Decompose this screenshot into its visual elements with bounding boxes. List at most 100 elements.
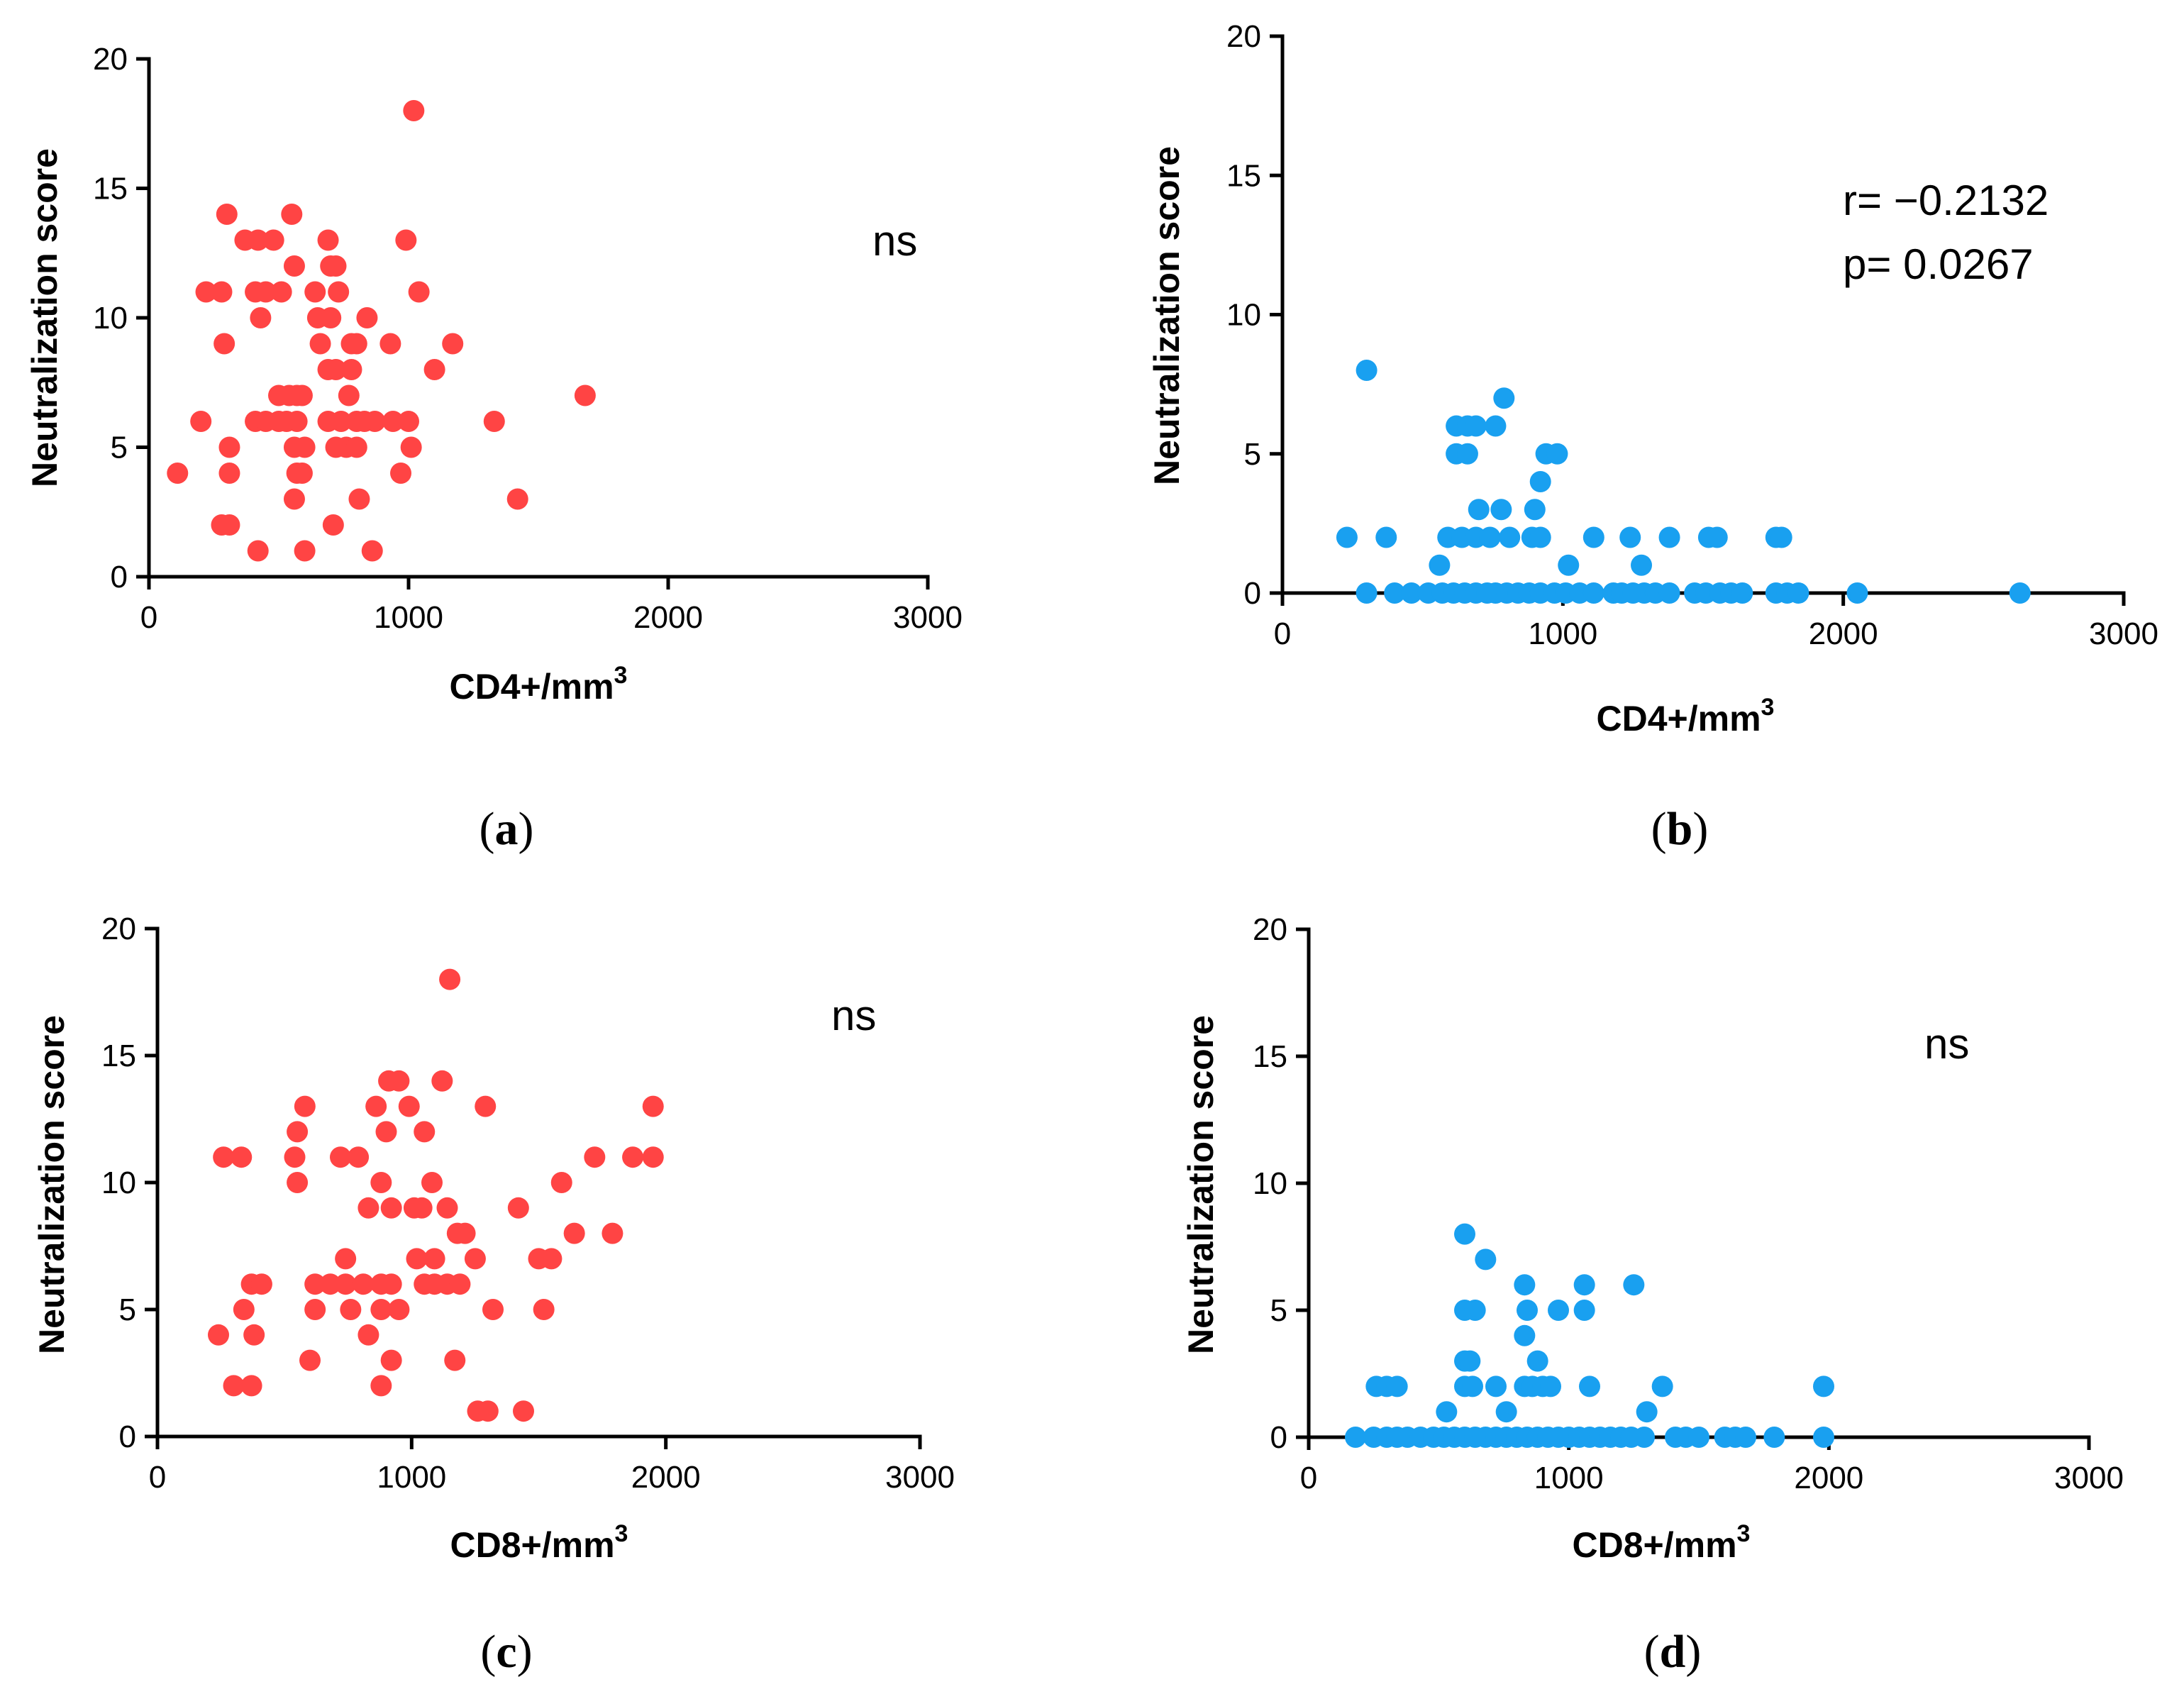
chart-d-annotation: ns xyxy=(1924,1020,1969,1068)
chart-d-point xyxy=(1573,1300,1595,1321)
chart-b-point xyxy=(1468,499,1490,521)
chart-c-point xyxy=(414,1121,436,1143)
chart-a-point xyxy=(325,359,347,380)
chart-c-point xyxy=(642,1095,664,1117)
chart-c-point xyxy=(380,1273,402,1295)
chart-c-point xyxy=(439,968,461,990)
chart-a-point xyxy=(400,436,422,458)
chart-a-point xyxy=(294,436,316,458)
chart-c-point xyxy=(642,1146,664,1168)
chart-a-point xyxy=(317,229,339,251)
chart-a-point xyxy=(361,540,383,562)
chart-b-point xyxy=(1479,526,1501,548)
chart-d-point xyxy=(1763,1427,1785,1448)
chart-c-point xyxy=(348,1146,370,1168)
chart-c-panel-label: (c) xyxy=(480,1626,532,1678)
chart-c-point xyxy=(421,1172,443,1193)
chart-a-point xyxy=(398,411,419,432)
chart-a-point xyxy=(309,333,331,355)
chart-d-point xyxy=(1688,1427,1709,1448)
chart-c-point xyxy=(335,1248,357,1270)
chart-b-point xyxy=(1787,582,1809,604)
chart-d-xtick-label: 2000 xyxy=(1794,1461,1863,1495)
chart-b-point xyxy=(1429,554,1451,576)
chart-c-point xyxy=(353,1273,375,1295)
chart-a-point xyxy=(330,411,352,432)
chart-c-point xyxy=(231,1146,253,1168)
chart-c-point xyxy=(444,1349,466,1371)
chart-c-point xyxy=(513,1400,534,1422)
chart-d-point xyxy=(1514,1274,1536,1296)
chart-a-annotation: ns xyxy=(872,217,917,265)
chart-a: 0 1000 2000 3000 0 5 10 15 20 Neutralization sco… xyxy=(25,42,963,855)
chart-d-point xyxy=(1464,1300,1486,1321)
chart-a-point xyxy=(283,488,305,510)
chart-d-point xyxy=(1345,1427,1366,1448)
chart-a-point xyxy=(356,307,378,328)
chart-c-point xyxy=(464,1248,486,1270)
chart-b-point xyxy=(2009,582,2031,604)
chart-a-ytick-label: 0 xyxy=(111,560,128,594)
chart-b-panel-label: (b) xyxy=(1651,803,1709,855)
chart-a-point xyxy=(216,204,238,225)
chart-b-xtick-label: 2000 xyxy=(1809,616,1878,651)
chart-a-point xyxy=(286,411,308,432)
chart-d-point xyxy=(1813,1375,1834,1397)
chart-b: 0 1000 2000 3000 0 5 10 15 20 Neutralization sco… xyxy=(1147,19,2158,855)
chart-d-point xyxy=(1548,1300,1569,1321)
chart-a-point xyxy=(506,488,528,510)
chart-c: 0 1000 2000 3000 0 5 10 15 20 Neutralization sco… xyxy=(32,912,955,1678)
chart-a-xlabel: CD4+/mm3 xyxy=(450,662,628,707)
chart-a-point xyxy=(338,384,360,406)
chart-d-point xyxy=(1623,1274,1645,1296)
chart-a-point xyxy=(211,281,233,303)
chart-d-ytick-label: 20 xyxy=(1253,912,1287,947)
chart-b-point xyxy=(1524,499,1546,521)
chart-c-point xyxy=(304,1299,326,1320)
chart-b-ytick-label: 10 xyxy=(1226,298,1261,333)
chart-b-point xyxy=(1619,526,1641,548)
chart-c-point xyxy=(482,1299,504,1320)
chart-c-point xyxy=(380,1197,402,1219)
chart-a-point xyxy=(247,229,269,251)
chart-a-point xyxy=(382,411,404,432)
chart-d-point xyxy=(1735,1427,1756,1448)
chart-b-point xyxy=(1558,554,1580,576)
chart-c-point xyxy=(294,1095,316,1117)
chart-d-point xyxy=(1475,1249,1497,1270)
chart-b-point xyxy=(1631,554,1653,576)
chart-c-point xyxy=(370,1375,392,1397)
chart-c-point xyxy=(388,1070,410,1092)
chart-a-point xyxy=(195,281,217,303)
chart-a-panel-label: (a) xyxy=(480,803,534,855)
chart-d-point xyxy=(1495,1401,1517,1423)
chart-b-ytick-label: 15 xyxy=(1226,158,1261,193)
chart-a-ytick-label: 5 xyxy=(111,431,128,465)
chart-c-point xyxy=(357,1197,379,1219)
chart-a-point xyxy=(218,463,240,484)
chart-c-point xyxy=(365,1095,387,1117)
chart-b-point xyxy=(1465,415,1487,437)
chart-d-point xyxy=(1436,1401,1458,1423)
chart-d-ytick-label: 5 xyxy=(1270,1293,1287,1328)
chart-b-point xyxy=(1770,526,1792,548)
chart-a-xtick-label: 3000 xyxy=(893,600,963,635)
chart-c-point xyxy=(431,1070,453,1092)
chart-b-point xyxy=(1529,471,1551,492)
chart-a-point xyxy=(283,255,305,277)
chart-c-point xyxy=(454,1222,476,1244)
chart-c-point xyxy=(398,1095,420,1117)
chart-d-xtick-label: 1000 xyxy=(1534,1461,1604,1495)
chart-a-point xyxy=(190,411,212,432)
chart-c-point xyxy=(406,1248,428,1270)
chart-b-point xyxy=(1490,499,1512,521)
chart-c-point xyxy=(563,1222,585,1244)
chart-a-xtick-label: 0 xyxy=(140,600,157,635)
chart-d-point xyxy=(1526,1350,1548,1372)
chart-a-point xyxy=(442,333,464,355)
chart-d-xtick-label: 0 xyxy=(1300,1461,1317,1495)
chart-b-point xyxy=(1456,443,1478,465)
chart-a-point xyxy=(262,229,284,251)
chart-b-annotation-p: p= 0.0267 xyxy=(1843,240,2034,288)
chart-d-ytick-label: 10 xyxy=(1253,1166,1287,1201)
